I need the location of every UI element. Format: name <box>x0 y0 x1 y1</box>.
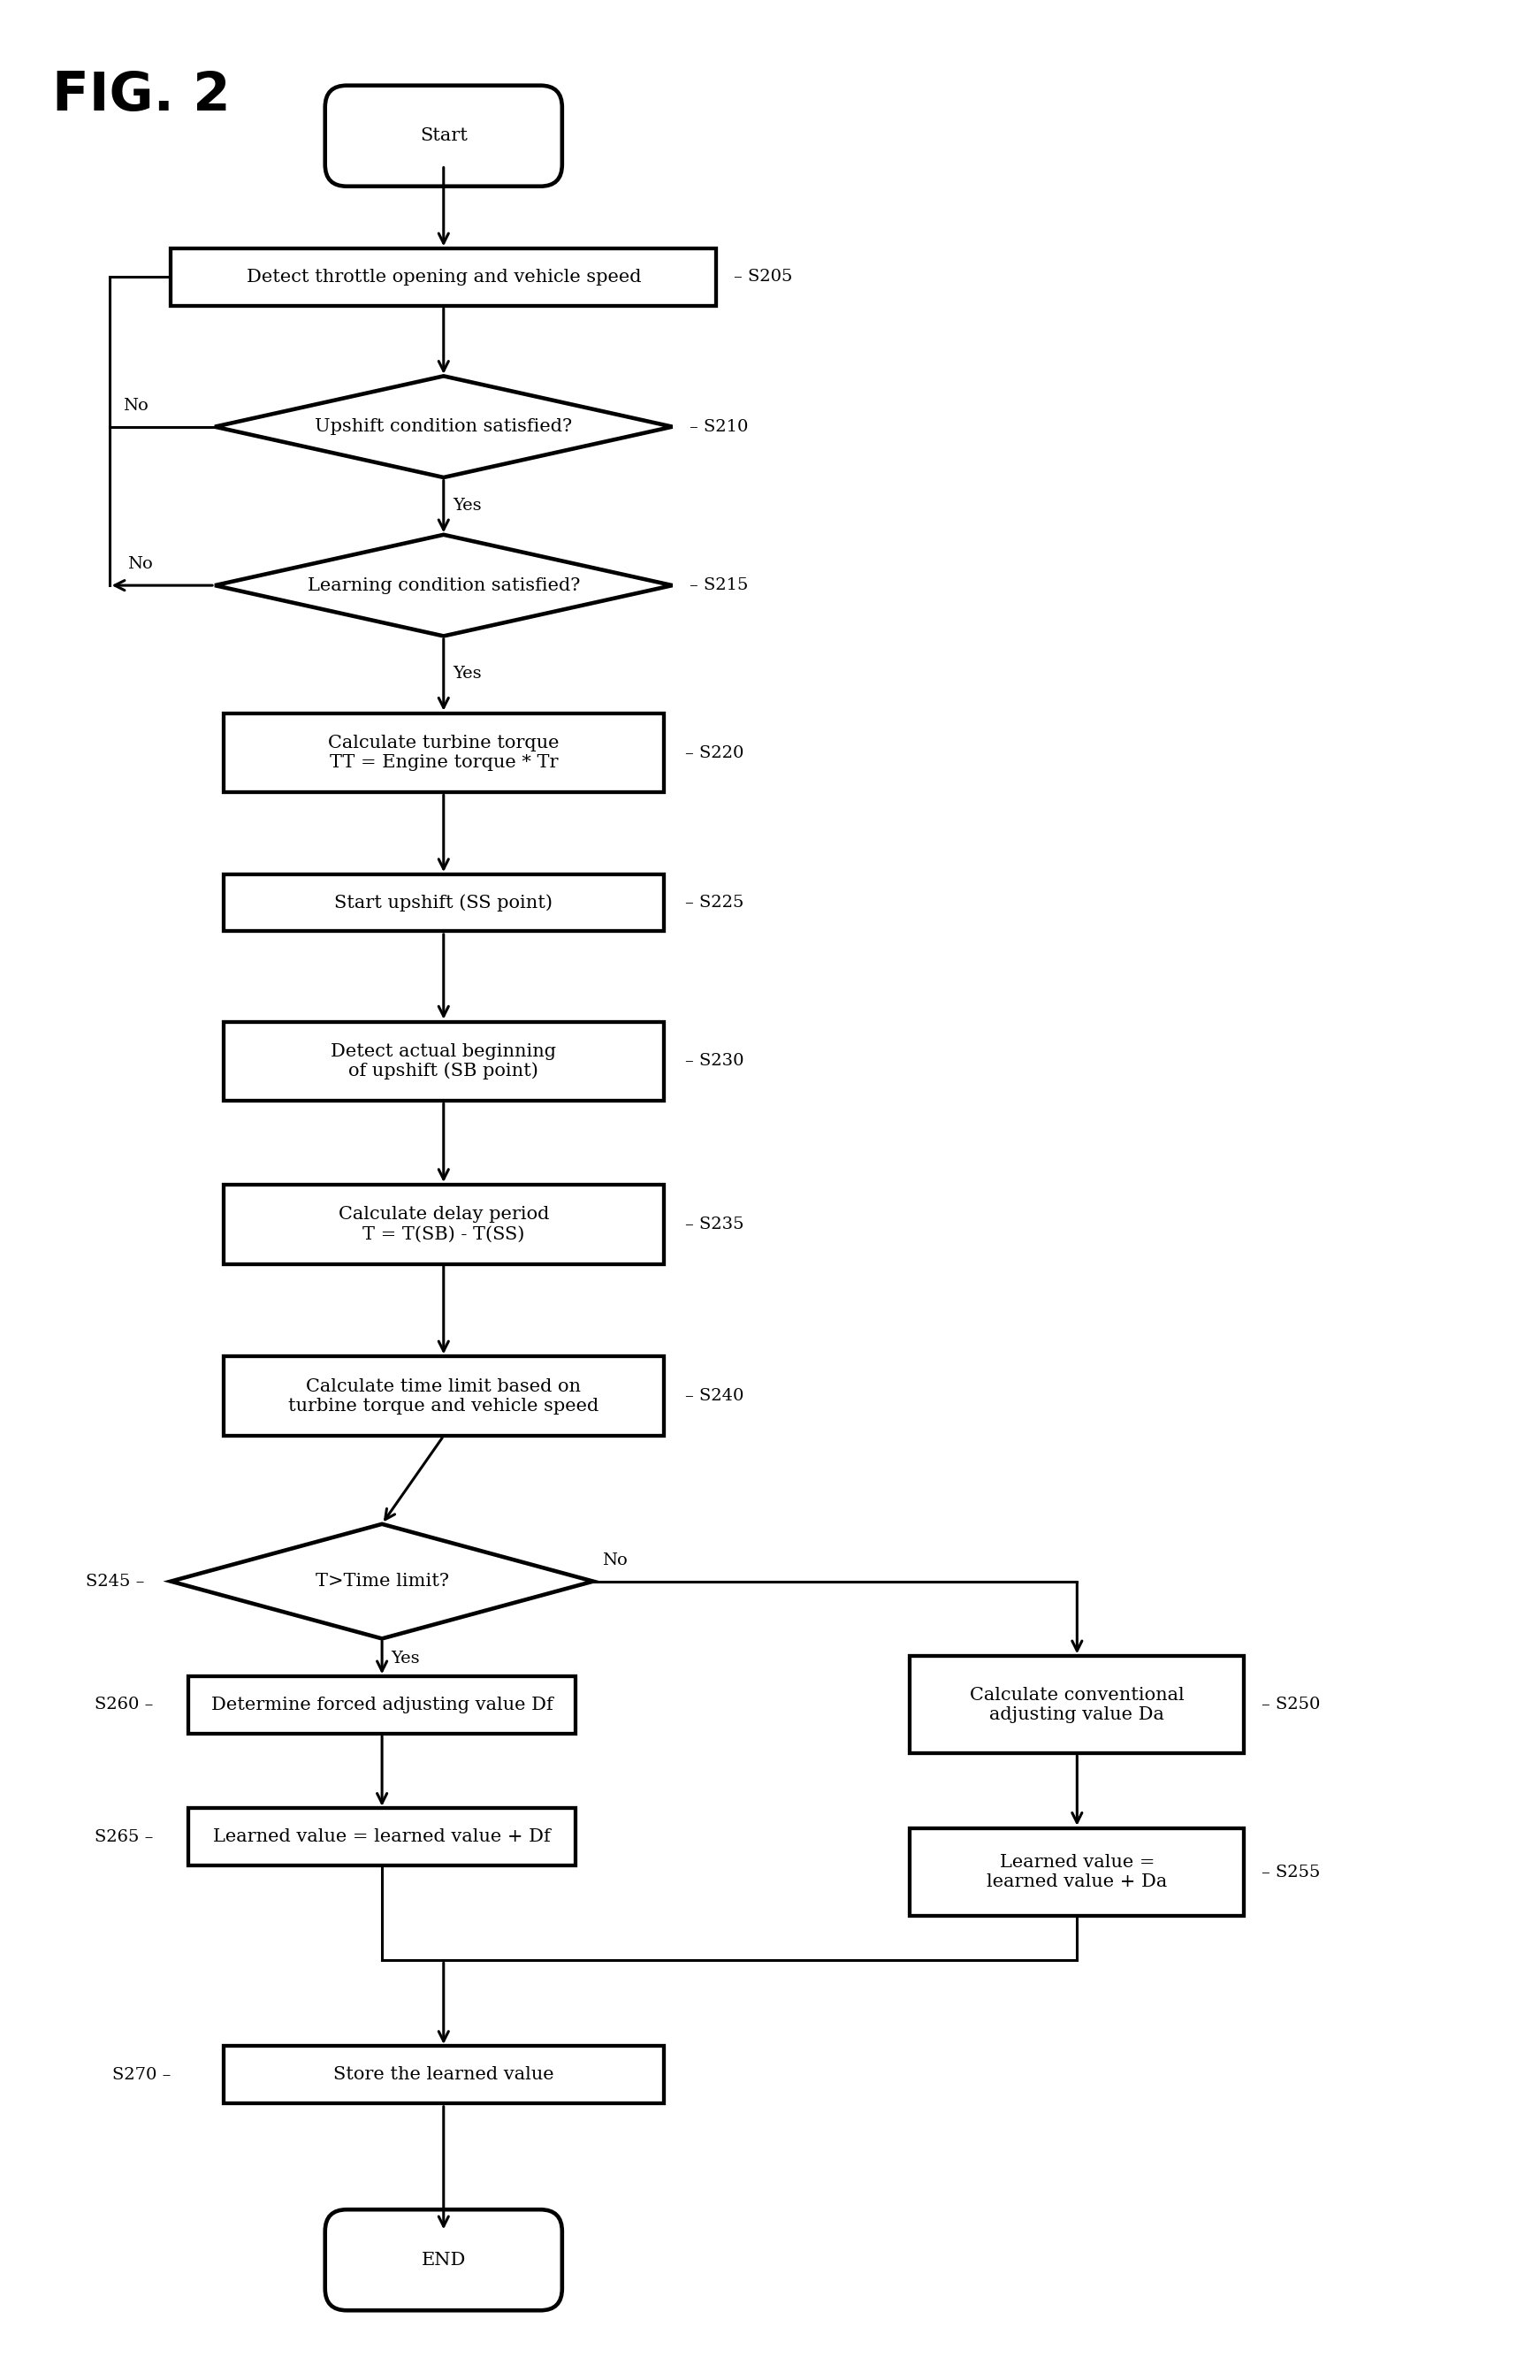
Text: Start upshift (SS point): Start upshift (SS point) <box>334 895 553 912</box>
Text: – S235: – S235 <box>685 1216 744 1233</box>
Text: END: END <box>422 2251 467 2268</box>
Bar <box>910 1828 1244 1916</box>
Text: Calculate time limit based on
turbine torque and vehicle speed: Calculate time limit based on turbine to… <box>288 1378 599 1414</box>
Text: S245 –: S245 – <box>86 1573 145 1590</box>
Text: S265 –: S265 – <box>94 1828 154 1844</box>
Text: Store the learned value: Store the learned value <box>333 2066 554 2082</box>
Text: Yes: Yes <box>453 497 480 514</box>
Text: – S220: – S220 <box>685 745 744 762</box>
Text: Start: Start <box>420 129 468 145</box>
Text: – S230: – S230 <box>685 1054 744 1069</box>
Text: Detect actual beginning
of upshift (SB point): Detect actual beginning of upshift (SB p… <box>331 1042 556 1081</box>
Text: No: No <box>123 397 148 414</box>
Bar <box>223 2047 664 2104</box>
Text: Learned value =
learned value + Da: Learned value = learned value + Da <box>987 1854 1167 1890</box>
Text: No: No <box>128 557 152 571</box>
Text: Yes: Yes <box>453 666 480 681</box>
Polygon shape <box>171 1523 593 1637</box>
FancyBboxPatch shape <box>325 86 562 186</box>
Bar <box>223 873 664 931</box>
Text: – S240: – S240 <box>685 1388 744 1404</box>
Text: S270 –: S270 – <box>112 2066 171 2082</box>
Text: Calculate delay period
T = T(SB) - T(SS): Calculate delay period T = T(SB) - T(SS) <box>339 1207 548 1242</box>
Text: – S210: – S210 <box>690 419 748 436</box>
Text: Upshift condition satisfied?: Upshift condition satisfied? <box>314 419 573 436</box>
Bar <box>223 1357 664 1435</box>
Text: Learned value = learned value + Df: Learned value = learned value + Df <box>213 1828 551 1844</box>
FancyBboxPatch shape <box>325 2209 562 2311</box>
Polygon shape <box>216 376 673 478</box>
Text: No: No <box>602 1552 627 1568</box>
Polygon shape <box>216 536 673 635</box>
Text: Detect throttle opening and vehicle speed: Detect throttle opening and vehicle spee… <box>246 269 641 286</box>
Text: Yes: Yes <box>391 1652 419 1666</box>
Text: Learning condition satisfied?: Learning condition satisfied? <box>308 576 581 593</box>
Text: Calculate turbine torque
TT = Engine torque * Tr: Calculate turbine torque TT = Engine tor… <box>328 735 559 771</box>
Text: – S225: – S225 <box>685 895 744 912</box>
Text: – S250: – S250 <box>1261 1697 1320 1714</box>
Text: S260 –: S260 – <box>94 1697 154 1714</box>
Bar <box>223 1185 664 1264</box>
Bar <box>171 248 716 305</box>
Text: – S205: – S205 <box>735 269 793 286</box>
Bar <box>188 1676 576 1733</box>
Text: FIG. 2: FIG. 2 <box>52 69 231 121</box>
Text: T>Time limit?: T>Time limit? <box>316 1573 448 1590</box>
Bar <box>188 1809 576 1866</box>
Bar <box>910 1656 1244 1754</box>
Text: – S215: – S215 <box>690 578 748 593</box>
Bar <box>223 714 664 793</box>
Text: – S255: – S255 <box>1261 1864 1320 1880</box>
Bar <box>223 1021 664 1102</box>
Text: Determine forced adjusting value Df: Determine forced adjusting value Df <box>211 1697 553 1714</box>
Text: Calculate conventional
adjusting value Da: Calculate conventional adjusting value D… <box>970 1687 1184 1723</box>
